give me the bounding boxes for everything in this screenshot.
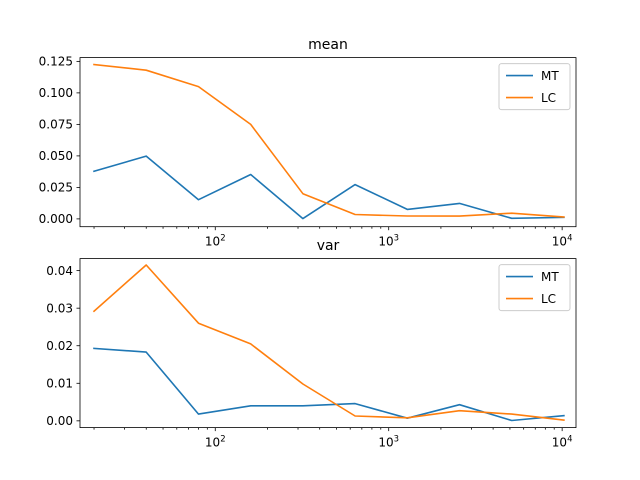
y-tick-label: 0.01	[46, 377, 73, 391]
legend-box	[498, 264, 571, 312]
legend-label-lc: LC	[541, 292, 556, 306]
legend: MT LC	[498, 264, 571, 312]
y-tick-label: 0.00	[46, 414, 73, 428]
x-tick-label: 104	[552, 435, 573, 450]
subplot-title: var	[317, 238, 340, 254]
y-tick-label: 0.100	[39, 86, 73, 100]
axes-frame	[79, 258, 577, 429]
legend-box	[498, 63, 571, 111]
y-tick-label: 0.025	[39, 181, 73, 195]
plot-series	[93, 63, 565, 220]
subplot-title: mean	[308, 37, 348, 53]
x-axis-ticks: 102 103 104	[93, 427, 573, 450]
x-tick-label: 103	[378, 234, 399, 249]
plot-series	[92, 264, 565, 422]
y-tick-label: 0.075	[39, 118, 73, 132]
legend: MT LC	[498, 63, 571, 111]
y-tick-label: 0.125	[39, 55, 73, 69]
y-tick-label: 0.04	[46, 264, 73, 278]
y-tick-label: 0.050	[39, 149, 73, 163]
legend-label-mt: MT	[541, 270, 559, 284]
subplot-mean: mean 0.000 0.025 0.050 0.075 0.100 0.125 102 1…	[39, 37, 577, 249]
axes-frame	[79, 57, 577, 228]
x-tick-label: 102	[205, 234, 226, 249]
y-tick-label: 0.02	[46, 339, 73, 353]
y-tick-label: 0.03	[46, 301, 73, 315]
series-line-mt	[93, 155, 565, 220]
legend-label-lc: LC	[541, 91, 556, 105]
x-tick-label: 102	[205, 435, 226, 450]
series-line-lc	[92, 264, 565, 421]
x-tick-label: 104	[552, 234, 573, 249]
y-axis-ticks: 0.000 0.025 0.050 0.075 0.100 0.125	[39, 55, 80, 226]
x-tick-label: 103	[378, 435, 399, 450]
series-line-lc	[93, 63, 565, 218]
subplot-var: var 0.00 0.01 0.02 0.03 0.04 102 103 104 MT LC	[46, 238, 577, 450]
legend-label-mt: MT	[541, 69, 559, 83]
y-tick-label: 0.000	[39, 212, 73, 226]
y-axis-ticks: 0.00 0.01 0.02 0.03 0.04	[46, 264, 80, 428]
